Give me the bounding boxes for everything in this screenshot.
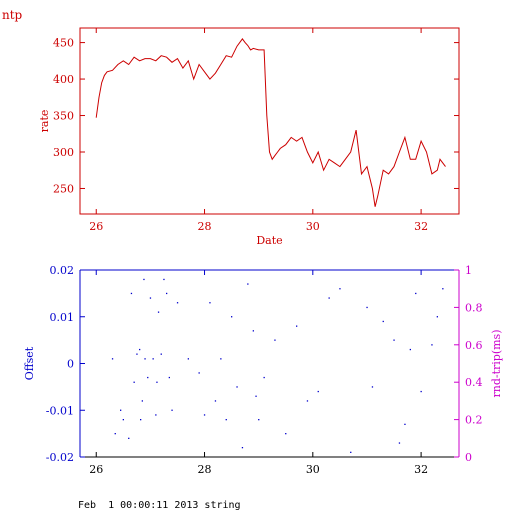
rtt-y-axis-label: rnd-trip(ms) [490, 330, 503, 398]
rate-x-tick-label: 32 [414, 220, 428, 233]
offset-point [236, 386, 238, 388]
offset-point [404, 423, 406, 425]
offset-point [252, 330, 254, 332]
offset-point [114, 433, 116, 435]
offset-point [163, 278, 165, 281]
offset-point [366, 306, 368, 309]
offset-y-tick-label: -0.02 [46, 451, 74, 464]
rate-x-axis-label: Date [256, 234, 282, 247]
offset-y-tick-label: 0 [67, 358, 74, 371]
offset-point [152, 358, 154, 360]
offset-y-tick-label: -0.01 [46, 404, 74, 417]
offset-point [130, 292, 133, 295]
rate-y-tick-label: 400 [53, 73, 74, 86]
offset-point [382, 320, 384, 323]
offset-point [143, 278, 145, 281]
offset-point [296, 325, 298, 327]
rtt-y-tick-label: 1 [465, 264, 472, 277]
offset-point [258, 419, 260, 421]
rate-series-line [95, 38, 446, 207]
offset-point [241, 447, 244, 449]
offset-point [141, 400, 143, 402]
offset-point [198, 372, 200, 374]
offset-point [171, 409, 173, 411]
offset-point [317, 390, 319, 393]
offset-point [285, 433, 287, 435]
offset-point [209, 302, 211, 304]
rate-x-tick-label: 28 [198, 220, 212, 233]
offset-point [231, 316, 233, 318]
offset-point [274, 339, 276, 341]
rate-plot-frame [79, 27, 460, 215]
offset-point [140, 419, 142, 421]
offset-point [176, 302, 179, 304]
rate-x-tick-label: 30 [306, 220, 320, 233]
offset-point [431, 344, 433, 346]
offset-point [120, 409, 122, 411]
rtt-y-tick-label: 0 [465, 451, 472, 464]
rtt-y-tick-label: 0.8 [465, 301, 483, 314]
offset-x-tick-label: 28 [198, 463, 212, 476]
rtt-y-tick-label: 0.4 [465, 376, 483, 389]
offset-point [139, 348, 141, 351]
offset-point [420, 390, 422, 393]
offset-point [442, 288, 444, 290]
rate-y-tick-label: 450 [53, 37, 74, 50]
rtt-y-tick-label: 0.2 [465, 414, 483, 427]
rate-y-tick-label: 350 [53, 110, 74, 123]
offset-point [255, 395, 257, 397]
offset-x-tick-label: 26 [89, 463, 103, 476]
offset-point [225, 419, 227, 421]
offset-point [166, 292, 168, 295]
offset-point [339, 288, 341, 290]
rate-x-tick-label: 26 [89, 220, 103, 233]
rate-y-axis-label: rate [38, 110, 51, 133]
offset-y-axis-label: Offset [23, 346, 36, 380]
offset-y-tick-label: 0.01 [50, 311, 75, 324]
offset-point [156, 381, 158, 383]
offset-point [398, 442, 401, 444]
offset-point [157, 311, 160, 313]
offset-point [220, 358, 222, 360]
offset-point [263, 376, 265, 379]
offset-point [393, 339, 395, 341]
offset-point [306, 400, 309, 402]
offset-point [136, 353, 138, 355]
footer-timestamp: Feb 1 00:00:11 2013 string [78, 500, 241, 511]
rate-y-tick-label: 300 [53, 146, 74, 159]
offset-point [122, 419, 124, 421]
offset-point [128, 437, 130, 439]
offset-x-tick-label: 30 [306, 463, 320, 476]
offset-point [147, 376, 149, 379]
offset-point [144, 358, 146, 360]
offset-point [155, 414, 157, 416]
offset-x-tick-label: 32 [414, 463, 428, 476]
offset-point [436, 316, 438, 318]
offset-point [168, 376, 170, 379]
offset-point [203, 414, 206, 416]
offset-point [409, 348, 411, 351]
corner-label: ntp [2, 8, 23, 22]
offset-point [371, 386, 374, 388]
rtt-y-tick-label: 0.6 [465, 339, 483, 352]
offset-point [187, 358, 189, 360]
offset-point [247, 283, 249, 285]
offset-point [111, 358, 114, 360]
offset-point [415, 292, 417, 295]
offset-y-tick-label: 0.02 [50, 264, 75, 277]
offset-point [160, 353, 162, 355]
offset-point [149, 297, 152, 299]
offset-point [350, 451, 352, 453]
offset-point [133, 381, 135, 383]
rate-y-tick-label: 250 [53, 182, 74, 195]
offset-point [328, 297, 330, 299]
offset-point [214, 400, 217, 402]
